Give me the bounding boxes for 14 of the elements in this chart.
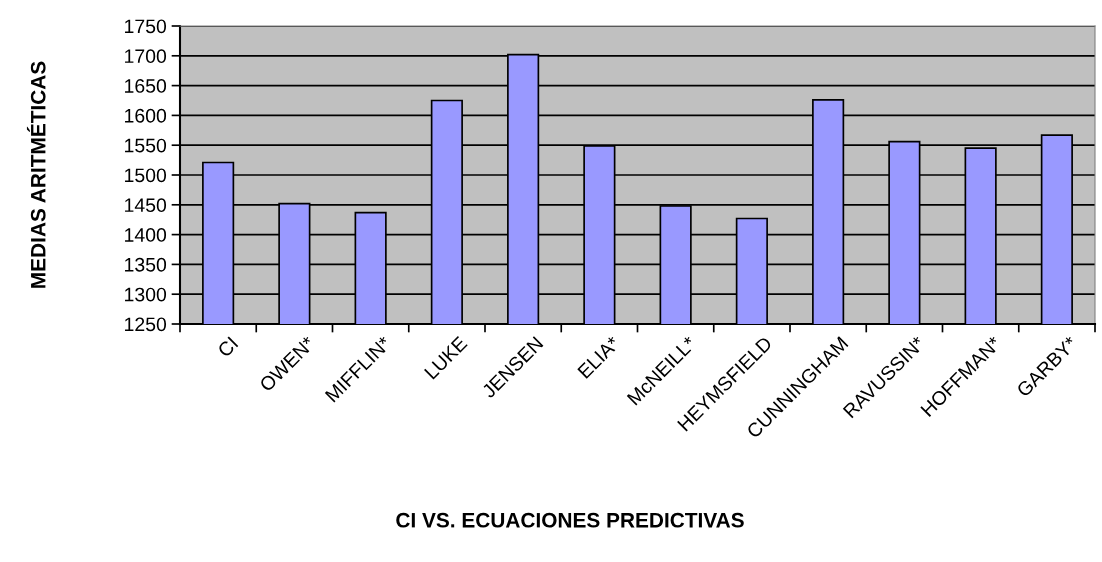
y-tick-label: 1350	[125, 257, 167, 272]
y-tick-label: 1300	[125, 287, 167, 302]
y-tick-label: 1550	[125, 138, 167, 153]
y-tick-label: 1750	[125, 19, 167, 34]
y-tick-label: 1600	[125, 108, 167, 123]
y-tick-label: 1450	[125, 198, 167, 213]
y-tick-label: 1250	[125, 317, 167, 332]
y-axis-title: MEDIAS ARITMÉTICAS	[26, 61, 46, 288]
y-tick-label: 1500	[125, 168, 167, 183]
x-axis-title: CI VS. ECUACIONES PREDICTIVAS	[396, 512, 744, 528]
y-tick-label: 1650	[125, 79, 167, 93]
y-tick-label: 1700	[125, 49, 167, 64]
x-tick-label: CI	[216, 336, 239, 358]
y-tick-label: 1400	[125, 228, 167, 242]
